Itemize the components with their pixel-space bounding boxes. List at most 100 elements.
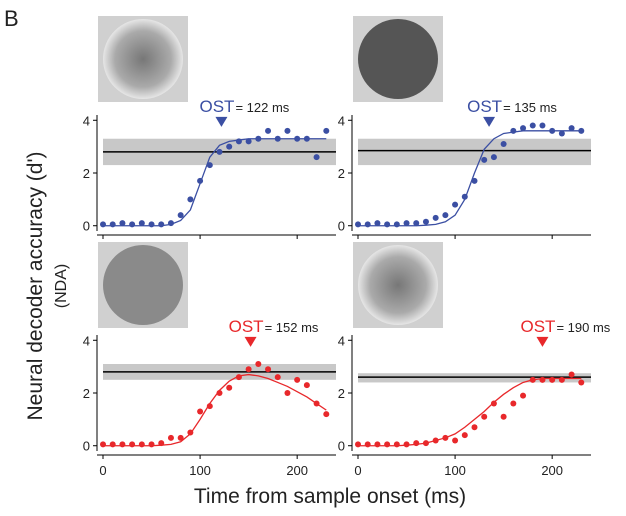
data-point xyxy=(197,177,204,184)
y-tick-label: 0 xyxy=(338,439,345,454)
image xyxy=(103,19,183,99)
fit-curve xyxy=(103,138,327,227)
data-point xyxy=(510,400,517,407)
data-point xyxy=(274,135,281,142)
data-point xyxy=(235,374,242,381)
data-point xyxy=(393,441,400,448)
y-tick-label: 4 xyxy=(338,113,345,128)
data-point xyxy=(303,382,310,389)
data-point xyxy=(265,366,272,373)
image xyxy=(358,245,438,325)
ost-label: = 135 ms xyxy=(503,100,557,115)
data-point xyxy=(461,432,468,439)
data-point xyxy=(568,371,575,378)
data-point xyxy=(274,374,281,381)
data-point xyxy=(384,441,391,448)
data-point xyxy=(284,390,291,396)
ost-marker xyxy=(483,116,496,127)
data-point xyxy=(364,221,371,228)
data-point xyxy=(452,201,459,208)
data-point xyxy=(187,429,194,436)
data-point xyxy=(129,441,136,448)
ost-label: = 152 ms xyxy=(265,320,319,335)
data-point xyxy=(481,156,488,163)
data-point xyxy=(284,127,291,134)
data-point xyxy=(471,424,478,431)
data-point xyxy=(549,376,556,383)
y-tick-label: 0 xyxy=(83,219,90,234)
data-point xyxy=(119,441,126,448)
data-point xyxy=(294,135,301,142)
data-point xyxy=(374,441,381,448)
data-point xyxy=(100,221,106,228)
data-point xyxy=(558,376,565,383)
data-point xyxy=(100,441,106,448)
data-point xyxy=(323,127,330,134)
ost-label: = 190 ms xyxy=(556,320,610,335)
data-point xyxy=(384,221,391,228)
data-point xyxy=(206,162,213,169)
ost-marker xyxy=(536,336,549,347)
data-point xyxy=(138,220,145,227)
data-point xyxy=(265,127,272,134)
data-point xyxy=(520,125,527,132)
data-point xyxy=(578,127,585,134)
image xyxy=(358,19,438,99)
data-point xyxy=(177,212,184,219)
data-point xyxy=(323,411,330,418)
fit-curve xyxy=(103,373,327,447)
data-point xyxy=(432,214,439,221)
data-point xyxy=(255,135,262,142)
y-axis-label: Neural decoder accuracy (d') xyxy=(24,152,47,421)
data-point xyxy=(294,376,301,383)
data-point xyxy=(568,125,575,132)
data-point xyxy=(578,379,585,386)
data-point xyxy=(481,413,488,420)
data-point xyxy=(413,220,420,227)
data-point xyxy=(461,193,468,200)
data-point xyxy=(422,218,429,225)
ost-label: = 122 ms xyxy=(235,100,289,115)
data-point xyxy=(442,212,449,219)
data-point xyxy=(500,141,507,147)
data-point xyxy=(216,390,223,396)
data-point xyxy=(235,138,242,145)
x-axis-label: Time from sample onset (ms) xyxy=(194,485,466,508)
data-point xyxy=(313,400,320,407)
y-tick-label: 0 xyxy=(83,439,90,454)
data-point xyxy=(549,127,556,134)
data-point xyxy=(158,440,165,447)
data-point xyxy=(539,122,546,129)
data-point xyxy=(148,221,155,228)
y-tick-label: 2 xyxy=(338,386,345,401)
data-point xyxy=(216,148,223,155)
data-point xyxy=(364,441,371,448)
panel-label: B xyxy=(4,6,19,31)
y-tick-label: 2 xyxy=(83,386,90,401)
data-point xyxy=(374,220,381,227)
data-point xyxy=(119,220,126,227)
data-point xyxy=(432,437,439,444)
data-point xyxy=(539,376,546,383)
data-point xyxy=(109,221,116,228)
data-point xyxy=(510,127,517,134)
x-tick-label: 0 xyxy=(354,463,361,478)
data-point xyxy=(529,376,536,383)
data-point xyxy=(303,135,310,142)
data-point xyxy=(109,441,116,448)
ost-text: OST xyxy=(521,317,556,336)
y-axis-sublabel: (NDA) xyxy=(53,264,70,308)
data-point xyxy=(452,437,459,444)
y-tick-label: 0 xyxy=(338,219,345,234)
ost-marker xyxy=(215,116,228,127)
data-point xyxy=(403,220,410,227)
x-tick-label: 100 xyxy=(444,463,466,478)
ost-text: OST xyxy=(467,97,502,116)
data-point xyxy=(167,434,174,441)
ost-text: OST xyxy=(199,97,234,116)
fit-curve xyxy=(358,377,582,447)
data-point xyxy=(245,138,252,145)
data-point xyxy=(255,361,262,367)
data-point xyxy=(490,154,497,161)
